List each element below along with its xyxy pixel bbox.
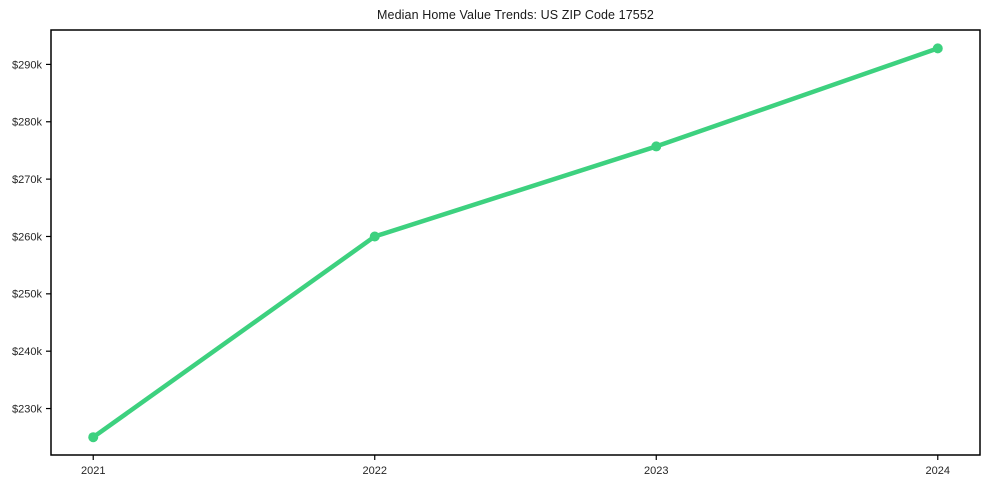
trend-line (90, 46, 941, 440)
x-tick-label: 2023 (644, 465, 668, 477)
x-tick-label: 2024 (926, 465, 950, 477)
chart-title: Median Home Value Trends: US ZIP Code 17… (377, 8, 654, 22)
y-tick-label: $270k (12, 174, 42, 186)
plot-frame (50, 29, 981, 456)
data-point-marker (932, 43, 943, 54)
data-point-marker (651, 141, 662, 152)
y-tick-label: $250k (12, 289, 42, 301)
y-tick-label: $230k (12, 403, 42, 415)
y-tick-label: $260k (12, 231, 42, 243)
data-point-marker (369, 231, 380, 242)
y-tick-label: $280k (12, 117, 42, 129)
y-tick-label: $290k (12, 59, 42, 71)
x-tick-label: 2022 (363, 465, 387, 477)
y-tick-label: $240k (12, 346, 42, 358)
x-tick-label: 2021 (81, 465, 105, 477)
data-point-marker (88, 432, 99, 443)
